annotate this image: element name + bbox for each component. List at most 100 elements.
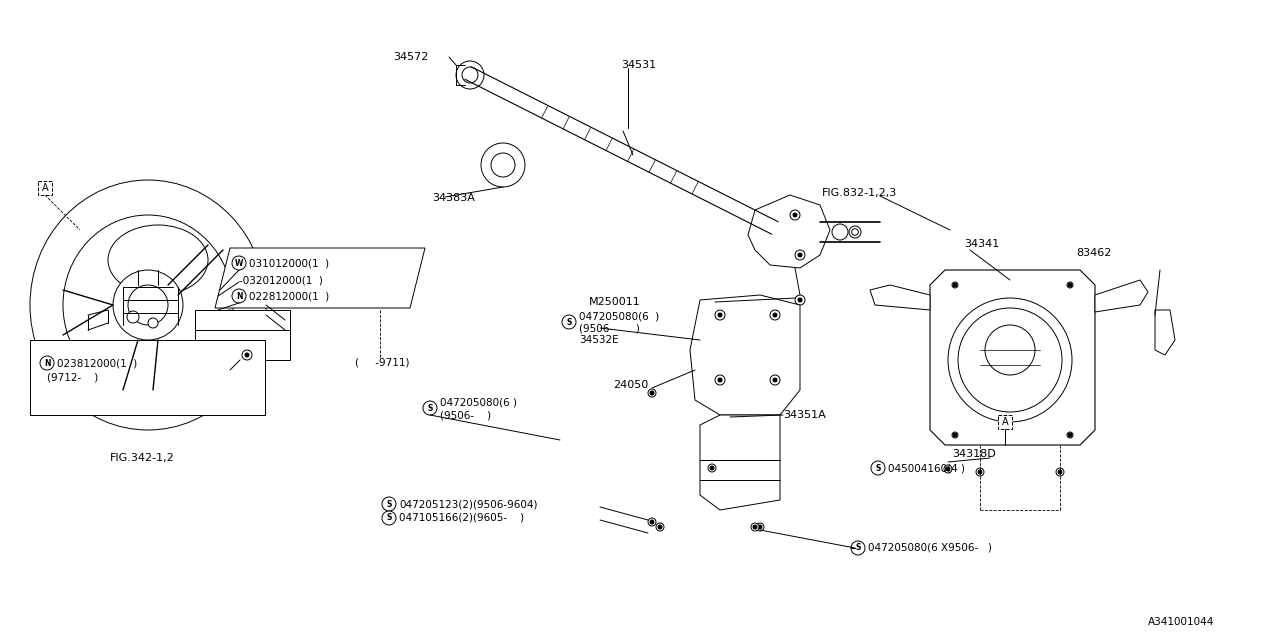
Circle shape <box>492 153 515 177</box>
Circle shape <box>797 298 803 302</box>
Circle shape <box>1056 468 1064 476</box>
Circle shape <box>381 497 396 511</box>
Circle shape <box>650 520 654 524</box>
Text: S: S <box>855 543 860 552</box>
Text: S: S <box>387 513 392 522</box>
Circle shape <box>708 464 716 472</box>
Circle shape <box>422 401 436 415</box>
Circle shape <box>832 224 849 240</box>
Bar <box>998 415 1012 429</box>
Text: FIG.342-1,2: FIG.342-1,2 <box>110 453 175 463</box>
Text: 34383A: 34383A <box>433 193 475 203</box>
Circle shape <box>243 328 247 332</box>
Circle shape <box>794 213 797 217</box>
Polygon shape <box>1155 310 1175 355</box>
Circle shape <box>716 375 724 385</box>
Circle shape <box>1068 432 1073 438</box>
Circle shape <box>851 228 859 236</box>
Circle shape <box>716 310 724 320</box>
Circle shape <box>127 311 140 323</box>
Polygon shape <box>690 295 800 415</box>
Circle shape <box>946 467 950 471</box>
Text: 047205080(6  ): 047205080(6 ) <box>579 311 659 321</box>
Circle shape <box>978 470 982 474</box>
Text: 047205080(6 ): 047205080(6 ) <box>440 397 517 407</box>
Text: 24050: 24050 <box>613 380 648 390</box>
Text: 34318D: 34318D <box>952 449 996 459</box>
Text: M250011: M250011 <box>589 297 641 307</box>
Text: 023812000(1  ): 023812000(1 ) <box>58 358 137 368</box>
Circle shape <box>718 313 722 317</box>
Bar <box>195 310 291 360</box>
Circle shape <box>232 289 246 303</box>
Circle shape <box>773 378 777 382</box>
Text: (     -9711): ( -9711) <box>355 357 410 367</box>
Text: A: A <box>1002 417 1009 427</box>
Polygon shape <box>748 195 829 268</box>
Ellipse shape <box>29 180 266 430</box>
Circle shape <box>658 525 662 529</box>
Circle shape <box>562 315 576 329</box>
Circle shape <box>232 256 246 270</box>
Circle shape <box>795 250 805 260</box>
Text: 83462: 83462 <box>1076 248 1111 258</box>
Circle shape <box>758 525 762 529</box>
Circle shape <box>980 330 1039 390</box>
Polygon shape <box>215 248 425 308</box>
Text: S: S <box>428 403 433 413</box>
Polygon shape <box>931 270 1094 445</box>
Polygon shape <box>700 415 780 510</box>
Text: 34532E: 34532E <box>579 335 618 345</box>
Circle shape <box>242 350 252 360</box>
Text: 34351A: 34351A <box>783 410 826 420</box>
Text: 022812000(1  ): 022812000(1 ) <box>250 291 329 301</box>
Text: N: N <box>236 291 242 301</box>
Circle shape <box>771 310 780 320</box>
Text: S: S <box>876 463 881 472</box>
Circle shape <box>40 356 54 370</box>
Circle shape <box>456 61 484 89</box>
Circle shape <box>718 378 722 382</box>
Circle shape <box>462 67 477 83</box>
Circle shape <box>1059 470 1062 474</box>
Circle shape <box>773 313 777 317</box>
Circle shape <box>381 511 396 525</box>
Bar <box>29 340 265 415</box>
Text: S: S <box>387 499 392 509</box>
Text: A: A <box>42 183 49 193</box>
Circle shape <box>945 465 952 473</box>
Circle shape <box>148 318 157 328</box>
Circle shape <box>977 468 984 476</box>
Circle shape <box>948 298 1073 422</box>
Circle shape <box>751 523 759 531</box>
Circle shape <box>648 518 657 526</box>
Text: 031012000(1  ): 031012000(1 ) <box>250 258 329 268</box>
Circle shape <box>952 282 957 288</box>
Circle shape <box>225 310 236 320</box>
Text: 34341: 34341 <box>964 239 1000 249</box>
Circle shape <box>128 285 168 325</box>
Text: W: W <box>234 259 243 268</box>
Circle shape <box>648 389 657 397</box>
Circle shape <box>954 433 957 437</box>
Circle shape <box>986 325 1036 375</box>
Text: (9712-    ): (9712- ) <box>47 372 99 382</box>
Text: FIG.832-1,2,3: FIG.832-1,2,3 <box>822 188 897 198</box>
Circle shape <box>481 143 525 187</box>
Circle shape <box>954 283 957 287</box>
Text: 047105166(2)(9605-    ): 047105166(2)(9605- ) <box>399 513 524 523</box>
Circle shape <box>1068 433 1073 437</box>
Circle shape <box>650 391 654 395</box>
Ellipse shape <box>108 225 209 295</box>
Circle shape <box>241 325 250 335</box>
Circle shape <box>965 315 1055 405</box>
Circle shape <box>113 270 183 340</box>
Circle shape <box>1068 283 1073 287</box>
Circle shape <box>849 226 861 238</box>
Text: 34531: 34531 <box>621 60 657 70</box>
Circle shape <box>797 253 803 257</box>
Circle shape <box>771 375 780 385</box>
Circle shape <box>795 295 805 305</box>
Circle shape <box>957 308 1062 412</box>
Text: S: S <box>566 317 572 326</box>
